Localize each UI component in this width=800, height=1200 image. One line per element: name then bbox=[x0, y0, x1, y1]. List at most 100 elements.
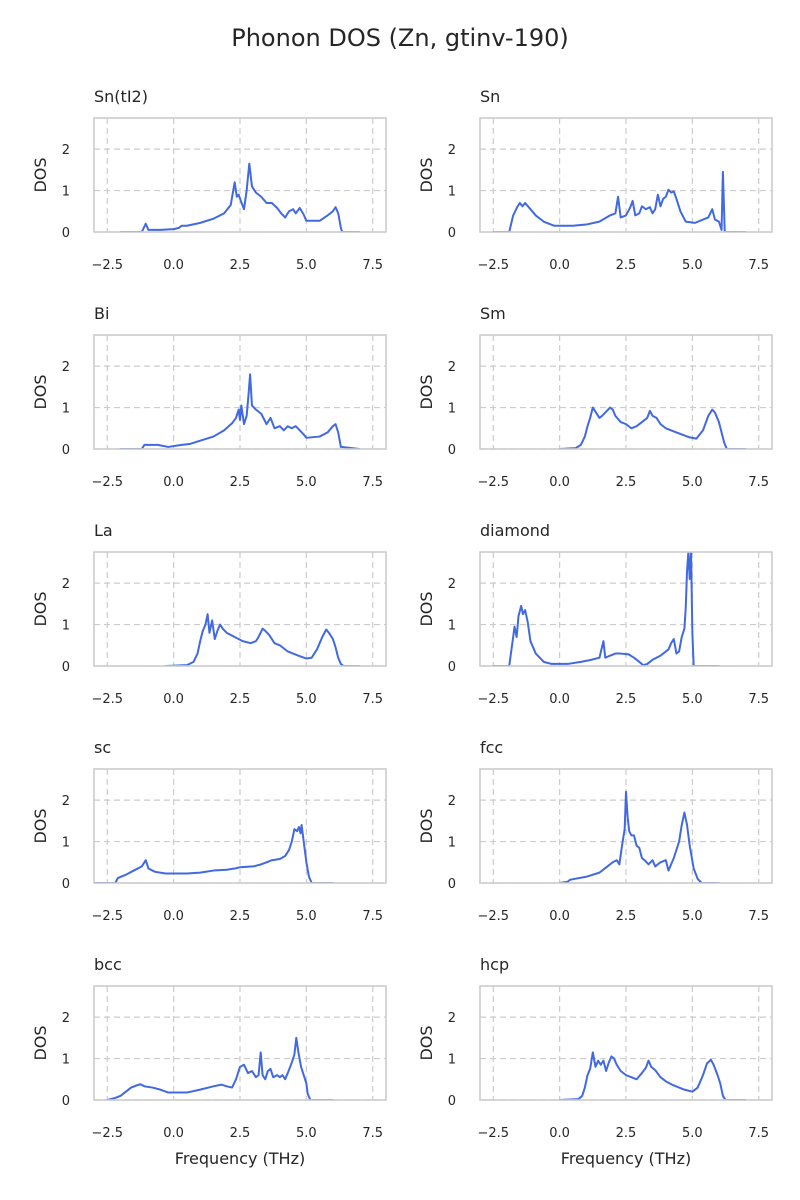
panel-8-ytick-label-2: 2 bbox=[62, 1011, 70, 1026]
panel-3-ytick-label-1: 1 bbox=[448, 402, 456, 417]
panel-1: −2.5 0.0 2.5 5.0 7.5 0 1 2 Sn DOS bbox=[417, 87, 773, 273]
panel-6-ytick-label-2: 2 bbox=[62, 794, 70, 809]
panel-4-ytick-label-1: 1 bbox=[62, 619, 70, 634]
panel-3-xtick-label-2: 2.5 bbox=[616, 475, 637, 490]
panel-7-xtick-label-3: 5.0 bbox=[682, 909, 703, 924]
panel-9-ylabel: DOS bbox=[417, 1025, 436, 1060]
panel-6-dos-line bbox=[94, 823, 334, 883]
panel-1-ytick-label-2: 2 bbox=[448, 143, 456, 158]
panel-2-ytick-label-1: 1 bbox=[62, 402, 70, 417]
panel-7-dos-line bbox=[558, 790, 720, 883]
panel-7-ytick-label-1: 1 bbox=[448, 836, 456, 851]
panel-0-frame bbox=[93, 117, 387, 233]
panel-3-ylabel: DOS bbox=[417, 374, 436, 409]
panel-5-ytick-label-0: 0 bbox=[448, 660, 456, 675]
panel-8-ylabel: DOS bbox=[31, 1025, 50, 1060]
figure-title: Phonon DOS (Zn, gtinv-190) bbox=[231, 24, 569, 52]
panel-8-xlabel: Frequency (THz) bbox=[175, 1149, 305, 1168]
panel-6-xtick-label-1: 0.0 bbox=[163, 909, 184, 924]
panel-6-xtick-label-2: 2.5 bbox=[230, 909, 251, 924]
panel-4-frame bbox=[93, 551, 387, 667]
panel-9: −2.5 0.0 2.5 5.0 7.5 0 1 2 hcp DOS Frequency (THz) bbox=[417, 955, 773, 1168]
panel-9-xtick-label-3: 5.0 bbox=[682, 1126, 703, 1141]
panel-0-xtick-label-3: 5.0 bbox=[296, 258, 317, 273]
panel-4-ytick-label-0: 0 bbox=[62, 660, 70, 675]
panel-3: −2.5 0.0 2.5 5.0 7.5 0 1 2 Sm DOS bbox=[417, 304, 773, 490]
panel-2-dos-line bbox=[119, 373, 361, 449]
panel-1-title: Sn bbox=[480, 87, 500, 106]
panel-1-ylabel: DOS bbox=[417, 157, 436, 192]
panel-6-xtick-label-0: −2.5 bbox=[91, 909, 123, 924]
panel-4-ylabel: DOS bbox=[31, 591, 50, 626]
panel-9-ytick-label-0: 0 bbox=[448, 1094, 456, 1109]
panel-5: −2.5 0.0 2.5 5.0 7.5 0 1 2 diamond DOS bbox=[417, 521, 773, 707]
panel-7: −2.5 0.0 2.5 5.0 7.5 0 1 2 fcc DOS bbox=[417, 738, 773, 924]
panel-8: −2.5 0.0 2.5 5.0 7.5 0 1 2 bcc DOS Frequency (THz) bbox=[31, 955, 387, 1168]
panel-0-ytick-label-1: 1 bbox=[62, 185, 70, 200]
panel-7-ytick-label-0: 0 bbox=[448, 877, 456, 892]
panel-2-frame bbox=[93, 334, 387, 450]
panel-5-xtick-label-1: 0.0 bbox=[549, 692, 570, 707]
panel-5-xtick-label-0: −2.5 bbox=[477, 692, 509, 707]
panel-3-frame bbox=[479, 334, 773, 450]
panel-2: −2.5 0.0 2.5 5.0 7.5 0 1 2 Bi DOS bbox=[31, 304, 387, 490]
panel-0-xtick-label-2: 2.5 bbox=[230, 258, 251, 273]
panel-9-xtick-label-1: 0.0 bbox=[549, 1126, 570, 1141]
panel-7-xtick-label-0: −2.5 bbox=[477, 909, 509, 924]
panel-6-ytick-label-1: 1 bbox=[62, 836, 70, 851]
panel-7-xtick-label-4: 7.5 bbox=[748, 909, 769, 924]
panel-2-ytick-label-0: 0 bbox=[62, 443, 70, 458]
panel-0-ylabel: DOS bbox=[31, 157, 50, 192]
panel-2-ylabel: DOS bbox=[31, 374, 50, 409]
panel-6-title: sc bbox=[94, 738, 111, 757]
panel-0-xtick-label-0: −2.5 bbox=[91, 258, 123, 273]
panel-9-xlabel: Frequency (THz) bbox=[561, 1149, 691, 1168]
panel-5-frame bbox=[479, 551, 773, 667]
panel-0: −2.5 0.0 2.5 5.0 7.5 0 1 2 Sn(tI2) DOS bbox=[31, 87, 387, 273]
panel-4-xtick-label-0: −2.5 bbox=[91, 692, 123, 707]
panel-8-xtick-label-2: 2.5 bbox=[230, 1126, 251, 1141]
panel-3-xtick-label-0: −2.5 bbox=[477, 475, 509, 490]
panel-4-xtick-label-1: 0.0 bbox=[163, 692, 184, 707]
panel-6-ytick-label-0: 0 bbox=[62, 877, 70, 892]
panel-1-xtick-label-2: 2.5 bbox=[616, 258, 637, 273]
panel-2-xtick-label-4: 7.5 bbox=[362, 475, 383, 490]
panel-5-xtick-label-3: 5.0 bbox=[682, 692, 703, 707]
panel-2-xtick-label-3: 5.0 bbox=[296, 475, 317, 490]
panel-6-frame bbox=[93, 768, 387, 884]
panel-8-ytick-label-0: 0 bbox=[62, 1094, 70, 1109]
panel-1-frame bbox=[479, 117, 773, 233]
panel-0-xtick-label-1: 0.0 bbox=[163, 258, 184, 273]
panel-4-dos-line bbox=[164, 613, 361, 666]
panel-1-ytick-label-1: 1 bbox=[448, 185, 456, 200]
panel-7-frame bbox=[479, 768, 773, 884]
panel-2-xtick-label-0: −2.5 bbox=[91, 475, 123, 490]
panel-4: −2.5 0.0 2.5 5.0 7.5 0 1 2 La DOS bbox=[31, 521, 387, 707]
panels-container: −2.5 0.0 2.5 5.0 7.5 0 1 2 Sn(tI2) DOS −2.5 0.0 2.5 5… bbox=[31, 87, 773, 1168]
panel-8-xtick-label-4: 7.5 bbox=[362, 1126, 383, 1141]
panel-5-ylabel: DOS bbox=[417, 591, 436, 626]
panel-3-ytick-label-0: 0 bbox=[448, 443, 456, 458]
panel-4-ytick-label-2: 2 bbox=[62, 577, 70, 592]
panel-1-xtick-label-4: 7.5 bbox=[748, 258, 769, 273]
panel-2-xtick-label-1: 0.0 bbox=[163, 475, 184, 490]
panel-8-dos-line bbox=[106, 1036, 334, 1100]
panel-1-xtick-label-0: −2.5 bbox=[477, 258, 509, 273]
panel-6: −2.5 0.0 2.5 5.0 7.5 0 1 2 sc DOS bbox=[31, 738, 387, 924]
panel-9-xtick-label-4: 7.5 bbox=[748, 1126, 769, 1141]
panel-5-ytick-label-2: 2 bbox=[448, 577, 456, 592]
panel-8-xtick-label-3: 5.0 bbox=[296, 1126, 317, 1141]
panel-9-dos-line bbox=[558, 1051, 747, 1100]
panel-8-title: bcc bbox=[94, 955, 122, 974]
panel-3-xtick-label-4: 7.5 bbox=[748, 475, 769, 490]
panel-9-ytick-label-2: 2 bbox=[448, 1011, 456, 1026]
panel-6-xtick-label-4: 7.5 bbox=[362, 909, 383, 924]
panel-5-title: diamond bbox=[480, 521, 550, 540]
panel-5-xtick-label-2: 2.5 bbox=[616, 692, 637, 707]
panel-7-ylabel: DOS bbox=[417, 808, 436, 843]
panel-4-xtick-label-4: 7.5 bbox=[362, 692, 383, 707]
panel-3-xtick-label-3: 5.0 bbox=[682, 475, 703, 490]
panel-3-dos-line bbox=[558, 406, 747, 449]
panel-9-xtick-label-2: 2.5 bbox=[616, 1126, 637, 1141]
